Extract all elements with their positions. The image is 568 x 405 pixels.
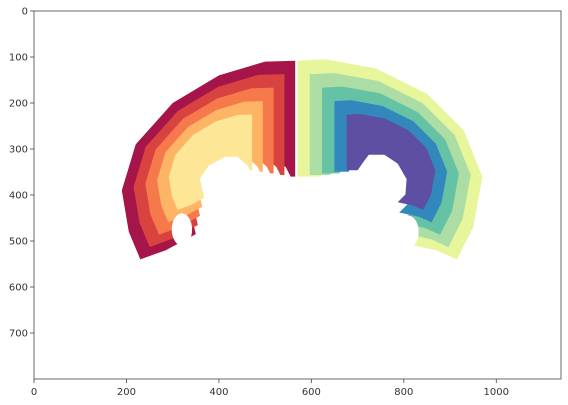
left-hemisphere-hole [171, 213, 193, 246]
y-tick-label: 300 [9, 145, 28, 156]
y-axis: 0 100 200 300 400 500 600 700 [9, 7, 34, 340]
left-hemisphere [121, 60, 296, 260]
x-tick-label: 400 [209, 387, 228, 398]
y-tick-label: 400 [9, 191, 28, 202]
x-tick-label: 800 [394, 387, 413, 398]
y-tick-label: 700 [9, 329, 28, 340]
heatmap-layer [121, 59, 483, 260]
y-tick-label: 200 [9, 99, 28, 110]
right-hemisphere [297, 59, 483, 260]
x-axis: 0 200 400 600 800 1000 [31, 379, 509, 398]
y-tick-label: 0 [22, 7, 28, 18]
x-tick-label: 200 [117, 387, 136, 398]
y-tick-label: 500 [9, 237, 28, 248]
x-tick-label: 600 [302, 387, 321, 398]
y-tick-label: 600 [9, 283, 28, 294]
right-hemisphere-layer-5 [346, 114, 436, 210]
x-tick-label: 0 [31, 387, 37, 398]
y-tick-label: 100 [9, 53, 28, 64]
right-hemisphere-hole [398, 215, 419, 248]
left-hemisphere-layer-5 [168, 114, 252, 210]
x-tick-label: 1000 [484, 387, 509, 398]
